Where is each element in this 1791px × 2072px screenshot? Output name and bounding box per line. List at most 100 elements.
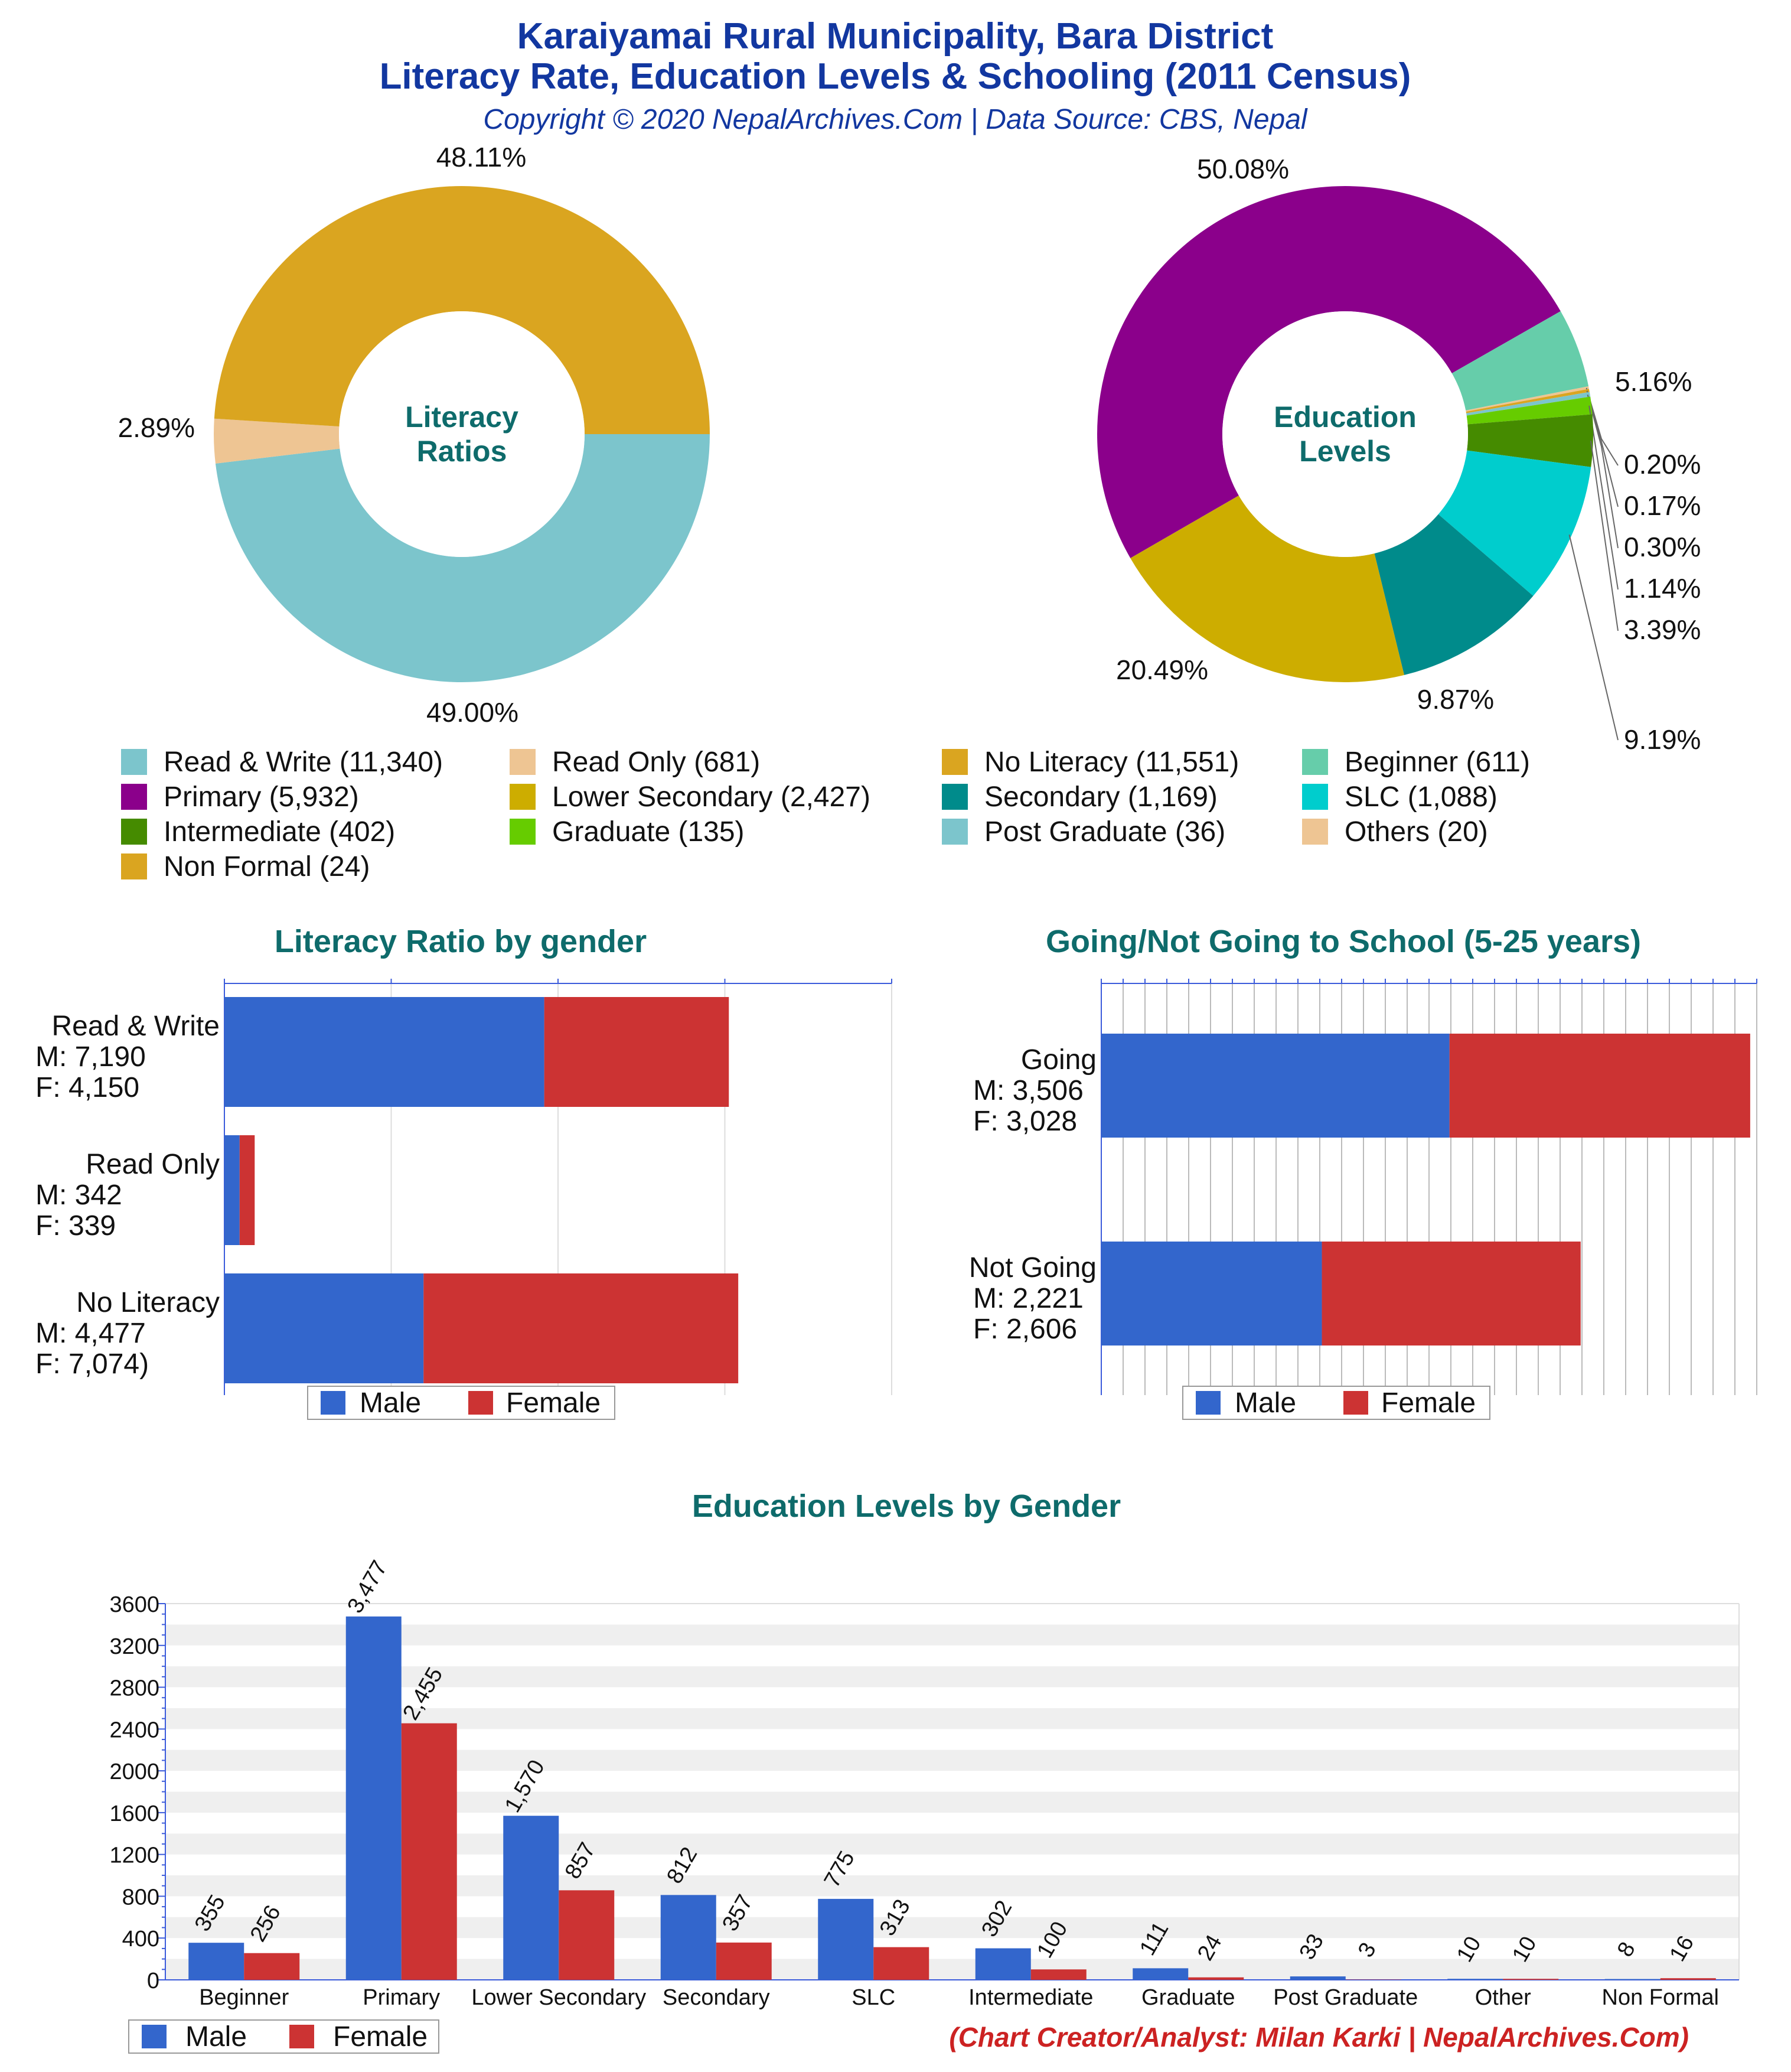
legend-label: No Literacy (11,551): [984, 747, 1239, 778]
y-tick-label: 2000: [109, 1760, 159, 1784]
female-count-label: F: 4,150: [35, 1072, 139, 1103]
legend-swatch-male: [142, 2025, 167, 2048]
legend-female-label: Female: [1381, 1387, 1476, 1419]
legend-swatch: [510, 784, 536, 810]
bar-male: [345, 1616, 402, 1980]
category-label: Not Going: [969, 1252, 1097, 1283]
y-tick-label: 1200: [109, 1843, 159, 1868]
legend-swatch: [942, 819, 968, 845]
bar-female: [1449, 1034, 1750, 1138]
legend-label: Others (20): [1345, 816, 1488, 848]
bar-female: [1345, 1979, 1401, 1980]
donut-slice-lower-secondary: [1130, 496, 1404, 682]
female-count-label: F: 3,028: [973, 1106, 1077, 1137]
donut-slice-graduate: [1466, 396, 1593, 425]
bar-female: [1503, 1979, 1559, 1980]
male-count-label: M: 2,221: [973, 1283, 1084, 1314]
donut-slice-post-graduate: [1466, 392, 1591, 416]
legend-swatch-male: [321, 1391, 345, 1415]
male-count-label: M: 3,506: [973, 1075, 1084, 1106]
legend-label: Non Formal (24): [164, 851, 370, 882]
bar-male: [660, 1895, 716, 1980]
category-label: Lower Secondary: [471, 1985, 646, 2010]
donut-center-label: Levels: [1299, 435, 1391, 468]
category-label: Post Graduate: [1273, 1985, 1418, 2010]
bar-male: [1133, 1968, 1189, 1980]
legend-label: Beginner (611): [1345, 747, 1530, 778]
bar-male: [975, 1948, 1031, 1980]
credit-line: (Chart Creator/Analyst: Milan Karki | Ne…: [949, 2022, 1689, 2053]
grid-band: [165, 1666, 1739, 1687]
female-count-label: F: 7,074): [35, 1348, 149, 1380]
legend-label: SLC (1,088): [1345, 781, 1498, 813]
leader-line: [1587, 394, 1619, 549]
donut-slice-read-write: [215, 434, 710, 683]
slice-pct-label: 9.87%: [1417, 684, 1494, 715]
legend-label: Read Only (681): [552, 747, 760, 778]
legend-swatch-female: [1343, 1391, 1368, 1415]
donut-slice-non-formal: [1466, 389, 1590, 413]
slice-pct-label: 49.00%: [426, 697, 518, 728]
leader-line: [1586, 390, 1619, 507]
slice-pct-label: 20.49%: [1116, 654, 1208, 685]
bar-female: [239, 1135, 255, 1245]
slice-pct-label: 5.16%: [1615, 366, 1692, 397]
legend-box: [1182, 1386, 1490, 1420]
donut-slice-others: [1466, 386, 1589, 412]
bar-male: [1101, 1242, 1322, 1346]
slice-pct-label: 9.19%: [1624, 724, 1701, 755]
bar-male: [818, 1898, 874, 1980]
slice-pct-label: 3.39%: [1624, 614, 1701, 645]
bar-female: [423, 1273, 739, 1383]
donut-center-label: Ratios: [417, 435, 507, 468]
female-count-label: F: 2,606: [973, 1314, 1077, 1345]
legend-label: Secondary (1,169): [984, 781, 1218, 813]
category-label: Non Formal: [1602, 1985, 1720, 2010]
male-count-label: M: 4,477: [35, 1318, 146, 1349]
donut-slice-slc: [1438, 450, 1591, 596]
bar-female: [1030, 1969, 1087, 1980]
legend-swatch: [121, 819, 147, 845]
education-levels-donut: 50.08% 5.16% 0.20% 0.17% 0.30% 1.14% 3.39% 9.19…: [1097, 154, 1701, 755]
donut-slice-secondary: [1374, 514, 1534, 675]
category-label: Read & Write: [51, 1011, 220, 1042]
donut-slice-beginner: [1451, 311, 1589, 411]
legend-label: Primary (5,932): [164, 781, 359, 813]
y-tick-label: 3600: [109, 1592, 159, 1617]
category-label: Going: [1021, 1044, 1097, 1076]
legend-swatch: [1302, 784, 1328, 810]
title-line-1: Karaiyamai Rural Municipality, Bara Dist…: [517, 16, 1274, 57]
bar-male: [224, 1135, 240, 1245]
bar-female: [244, 1953, 300, 1980]
bar-female: [1322, 1242, 1581, 1346]
category-label: SLC: [852, 1985, 895, 2010]
legend-male-label: Male: [1235, 1387, 1296, 1419]
slice-pct-label: 50.08%: [1197, 154, 1289, 184]
category-label: Other: [1475, 1985, 1531, 2010]
bar-male: [1101, 1034, 1450, 1138]
legend-swatch: [121, 784, 147, 810]
title-line-2: Literacy Rate, Education Levels & School…: [380, 56, 1411, 97]
y-tick-label: 3200: [109, 1634, 159, 1659]
legend-swatch: [942, 784, 968, 810]
slice-pct-label: 0.17%: [1624, 490, 1701, 521]
donut-slice-no-literacy: [214, 186, 710, 434]
donut-slice-read-only: [214, 418, 340, 464]
category-label: Beginner: [199, 1985, 289, 2010]
donut-legend: Read & Write (11,340) Read Only (681) No L…: [121, 747, 1530, 882]
y-tick-label: 1600: [109, 1801, 159, 1826]
bar-male: [503, 1816, 559, 1980]
legend-male-label: Male: [360, 1387, 421, 1419]
donut-slice-primary: [1097, 186, 1561, 559]
leader-line: [1588, 405, 1619, 590]
slice-pct-label: 1.14%: [1624, 573, 1701, 604]
legend-box: [128, 2019, 439, 2054]
legend-female-label: Female: [506, 1387, 601, 1419]
donut-slice-intermediate: [1467, 414, 1593, 467]
leader-line: [1590, 440, 1619, 631]
category-label: Primary: [363, 1985, 440, 2010]
